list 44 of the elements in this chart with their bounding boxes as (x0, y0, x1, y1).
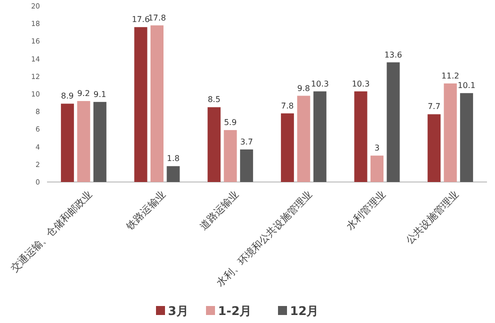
bar (444, 83, 457, 182)
x-tick-label: 铁路运输业 (124, 188, 168, 234)
bar (60, 104, 74, 182)
legend-label: 3月 (168, 304, 188, 318)
bar (77, 101, 90, 182)
bar (313, 91, 326, 182)
data-label: 10.3 (311, 79, 329, 88)
bar (166, 166, 180, 182)
bar (428, 114, 441, 182)
data-label: 17.6 (132, 15, 150, 24)
x-tick-label: 公共设施管理业 (403, 188, 462, 247)
data-label: 3 (374, 144, 380, 153)
data-label: 8.5 (208, 95, 220, 104)
x-tick-label: 交通运输、仓储和邮政业 (8, 188, 95, 275)
bar (150, 25, 164, 182)
x-tick-label: 水利管理业 (344, 188, 388, 232)
bar (93, 102, 106, 182)
data-label: 7.7 (428, 102, 440, 112)
bar (460, 93, 474, 182)
bar (280, 113, 294, 182)
data-label: 9.8 (297, 84, 310, 93)
data-label: 9.1 (94, 90, 106, 99)
data-label: 17.8 (148, 13, 166, 22)
data-label: 13.6 (384, 50, 402, 60)
bar (134, 27, 148, 182)
bar (240, 149, 254, 182)
bar (370, 156, 384, 182)
data-label: 10.3 (352, 79, 370, 88)
bar (208, 107, 221, 182)
data-label: 3.7 (240, 137, 253, 146)
legend-label: 1-2月 (218, 304, 252, 318)
data-label: 11.2 (441, 71, 460, 80)
bar (386, 62, 400, 182)
data-label: 10.1 (458, 81, 476, 90)
x-tick-label: 道路运输业 (198, 188, 242, 232)
data-label: 5.9 (224, 118, 237, 128)
data-label: 8.9 (61, 92, 74, 101)
bar (354, 91, 368, 182)
data-label: 9.2 (77, 89, 90, 98)
bar (224, 130, 237, 182)
bar (297, 96, 310, 182)
data-label: 1.8 (166, 154, 180, 164)
data-label: 7.8 (281, 101, 294, 110)
legend-label: 12月 (290, 304, 319, 318)
